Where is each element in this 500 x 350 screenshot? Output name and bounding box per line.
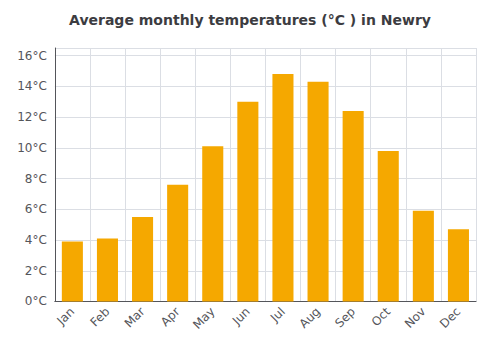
- svg-text:Jan: Jan: [54, 305, 78, 329]
- svg-text:4°C: 4°C: [25, 233, 47, 247]
- svg-text:Feb: Feb: [88, 305, 113, 330]
- svg-text:Oct: Oct: [369, 304, 394, 329]
- svg-text:May: May: [190, 305, 217, 332]
- svg-text:0°C: 0°C: [25, 294, 47, 308]
- svg-text:Jun: Jun: [229, 305, 253, 329]
- svg-text:14°C: 14°C: [17, 79, 47, 93]
- svg-text:Dec: Dec: [437, 305, 463, 331]
- svg-text:8°C: 8°C: [25, 172, 47, 186]
- svg-text:Apr: Apr: [158, 304, 183, 329]
- svg-text:Jul: Jul: [267, 305, 288, 326]
- svg-text:Sep: Sep: [332, 305, 358, 331]
- svg-text:Nov: Nov: [402, 305, 428, 331]
- svg-text:Average monthly temperatures (: Average monthly temperatures (°C ) in Ne…: [69, 12, 431, 28]
- svg-text:Aug: Aug: [297, 305, 323, 331]
- svg-text:2°C: 2°C: [25, 264, 47, 278]
- svg-text:Mar: Mar: [122, 304, 148, 330]
- svg-text:6°C: 6°C: [25, 202, 47, 216]
- svg-text:16°C: 16°C: [17, 49, 47, 63]
- svg-text:12°C: 12°C: [17, 110, 47, 124]
- svg-text:10°C: 10°C: [17, 141, 47, 155]
